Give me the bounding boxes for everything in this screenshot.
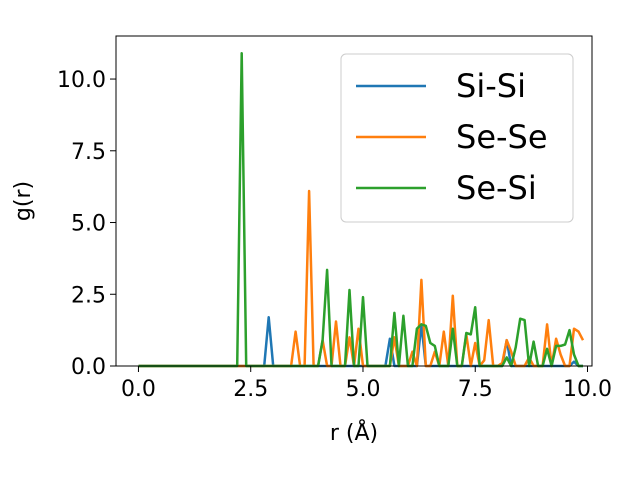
x-tick-label: 2.5 [233,377,268,402]
x-tick-label: 5.0 [345,377,380,402]
axes [115,35,593,367]
legend-label-si-si: Si-Si [456,67,526,105]
legend-box [340,53,574,223]
y-axis-label: g(r) [11,181,36,221]
x-tick-label: 7.5 [458,377,493,402]
y-tick-label: 5.0 [71,212,106,237]
x-tick-label: 0.0 [121,377,156,402]
legend-label-se-se: Se-Se [456,118,548,156]
y-tick-label: 7.5 [71,140,106,165]
legend-label-se-si: Se-Si [456,169,537,207]
plot-frame [115,35,593,367]
x-axis-label: r (Å) [330,419,378,446]
y-tick-label: 0.0 [71,355,106,380]
x-tick-label: 10.0 [563,377,612,402]
ticks: 0.0 2.5 5.0 7.5 10.0 0.0 2.5 5.0 7.5 10.0 [57,68,612,402]
y-tick-label: 2.5 [71,283,106,308]
y-tick-label: 10.0 [57,68,106,93]
legend: Si-Si Se-Se Se-Si [340,53,574,223]
